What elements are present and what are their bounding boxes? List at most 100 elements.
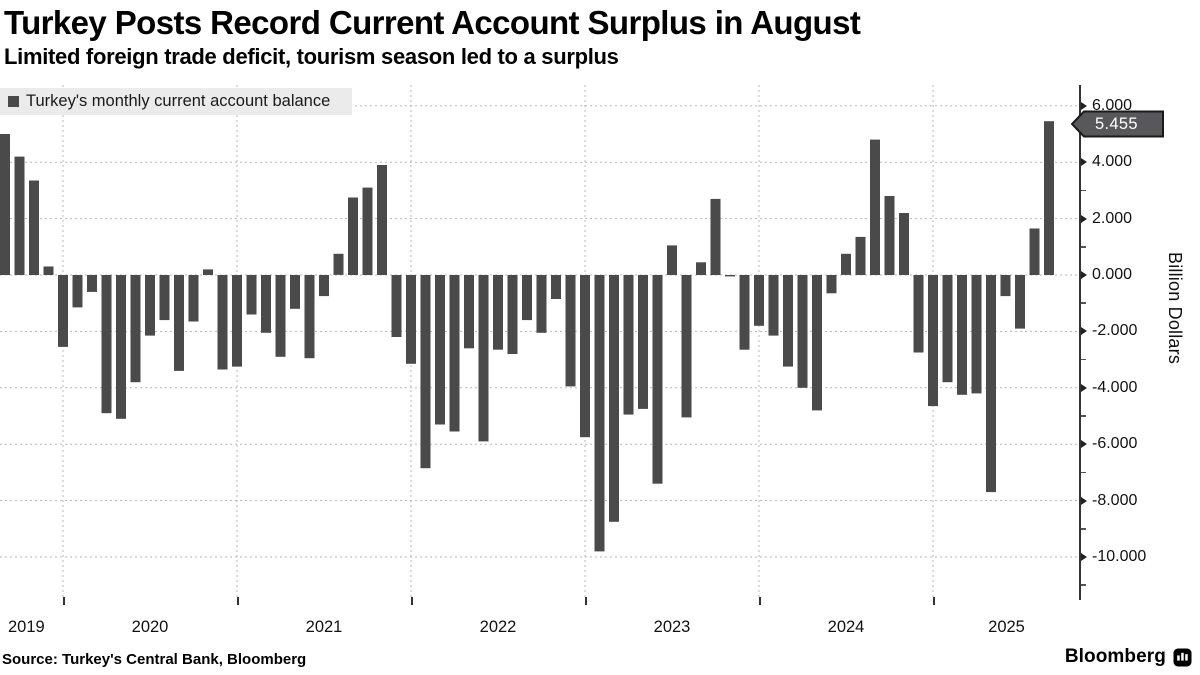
y-tick-label: 2.000 [1092, 209, 1133, 227]
bar [551, 275, 561, 299]
bar [1015, 275, 1025, 329]
bar [478, 275, 489, 442]
callout-arrow-icon [1071, 110, 1164, 138]
y-minor-tick [1081, 528, 1086, 530]
x-tick [237, 597, 239, 605]
bar [14, 156, 25, 275]
y-tick-label: 6.000 [1092, 96, 1133, 114]
bar [1044, 121, 1054, 275]
bar [130, 275, 141, 383]
bar [246, 275, 257, 315]
bar [681, 275, 692, 418]
y-tick-icon [1081, 158, 1087, 167]
bar [928, 275, 938, 407]
bar [638, 275, 648, 409]
bar [609, 275, 619, 522]
bar [377, 165, 387, 275]
x-tick-label: 2022 [479, 618, 517, 636]
bar [957, 275, 967, 395]
bar [710, 198, 721, 275]
bar [464, 275, 474, 349]
bar [971, 275, 982, 394]
y-minor-tick [1081, 584, 1086, 586]
bar [580, 275, 590, 438]
bar-chart-plot [0, 85, 1080, 597]
bar [333, 253, 344, 275]
bar [1000, 275, 1011, 297]
y-tick-label: -2.000 [1092, 322, 1138, 340]
x-tick [411, 597, 413, 605]
legend-swatch-icon [8, 96, 19, 107]
bar [362, 187, 373, 275]
y-minor-tick [1081, 302, 1086, 304]
bar [754, 275, 764, 326]
y-tick-icon [1081, 440, 1087, 449]
y-minor-tick [1081, 471, 1086, 474]
y-tick-icon [1081, 271, 1087, 279]
bar [1029, 228, 1040, 275]
bar [565, 275, 576, 387]
bar [72, 275, 83, 308]
bar [493, 275, 503, 350]
page-subtitle: Limited foreign trade deficit, tourism s… [4, 44, 619, 69]
bar [290, 275, 300, 309]
bar [899, 213, 909, 275]
bar [812, 275, 822, 411]
bloomberg-mark-icon [1173, 648, 1192, 666]
bar [174, 275, 184, 371]
bar [232, 275, 242, 367]
y-tick-label: -8.000 [1092, 491, 1138, 509]
bar [797, 275, 808, 388]
y-axis-line [1079, 85, 1081, 600]
x-tick-label: 2019 [8, 618, 45, 636]
y-minor-tick [1081, 415, 1086, 417]
bar [261, 275, 271, 333]
bar [348, 197, 358, 275]
bar [696, 262, 706, 275]
bar [406, 275, 416, 364]
bar [319, 275, 329, 297]
y-tick-label: -6.000 [1092, 435, 1138, 453]
bloomberg-wordmark: Bloomberg [1064, 646, 1166, 667]
bar [942, 275, 953, 383]
x-tick [585, 597, 587, 605]
bar [43, 266, 54, 275]
bar [594, 275, 605, 552]
bar [449, 275, 460, 432]
bar [188, 275, 199, 322]
bar [652, 275, 663, 484]
bar [217, 275, 228, 370]
bar [768, 275, 779, 336]
bar [739, 275, 750, 350]
y-tick-icon [1081, 214, 1087, 223]
bar [870, 139, 880, 275]
bar [667, 245, 677, 275]
bar [145, 275, 155, 336]
bar [391, 275, 402, 337]
x-tick-label: 2025 [988, 618, 1025, 636]
y-tick-label: -4.000 [1092, 378, 1138, 396]
bar [420, 275, 431, 469]
y-tick-icon [1081, 383, 1087, 392]
bar [507, 275, 518, 354]
bar [304, 275, 315, 359]
bar [913, 275, 924, 353]
bar [0, 134, 10, 275]
bar [986, 275, 996, 493]
bar [29, 180, 39, 275]
bar [87, 275, 97, 292]
page-title: Turkey Posts Record Current Account Surp… [4, 4, 861, 41]
y-minor-tick [1081, 189, 1086, 192]
legend-label: Turkey's monthly current account balance [26, 92, 331, 110]
bar [101, 275, 112, 414]
x-tick [63, 597, 65, 605]
bar [725, 275, 735, 277]
value-callout: 5.455 [1071, 110, 1165, 138]
bar [275, 275, 286, 357]
y-tick-icon [1081, 327, 1087, 336]
x-tick-label: 2021 [305, 618, 343, 636]
source-credit: Source: Turkey's Central Bank, Bloomberg [2, 651, 307, 668]
y-tick-label: 0.000 [1092, 266, 1133, 283]
bar [536, 275, 547, 333]
